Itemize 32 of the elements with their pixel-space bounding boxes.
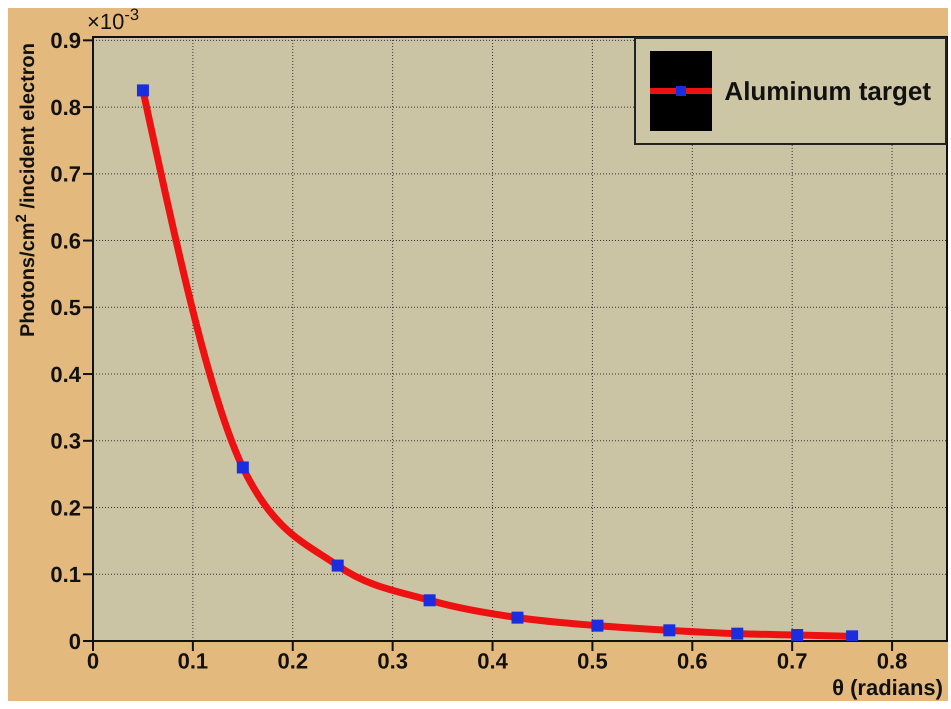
y-tick-label: 0.6 [50, 228, 81, 254]
x-tick-label: 0.3 [377, 648, 408, 674]
x-tick-label: 0.1 [178, 648, 208, 674]
point [591, 620, 604, 632]
y-tick-label: 0.4 [50, 362, 82, 387]
y-tick-label: 0 [68, 628, 81, 654]
x-axis-title: θ (radians) [832, 675, 943, 700]
point [236, 461, 249, 474]
x-tick-label: 0.8 [876, 648, 908, 674]
point [731, 628, 744, 640]
point [663, 624, 676, 636]
x-tick-label: 0.7 [776, 648, 808, 674]
y-tick-label: 0.1 [50, 562, 81, 588]
point [512, 612, 524, 624]
point [791, 628, 804, 641]
x-tick-label: 0.6 [677, 648, 708, 674]
legend-label: Aluminum target [724, 76, 931, 106]
y-tick-label: 0.5 [50, 295, 81, 320]
y-tick-label: 0.9 [50, 28, 81, 54]
y-tick-label: 0.2 [50, 495, 81, 520]
x-tick-label: 0 [86, 648, 100, 674]
text: ×10$^{-3}$ [87, 6, 139, 34]
y-tick-label: 0.7 [50, 162, 81, 187]
y-tick-label: 0.3 [50, 428, 81, 454]
x-tick-label: 0.5 [577, 648, 608, 674]
point [424, 594, 436, 606]
point [136, 84, 149, 96]
x-tick-label: 0.4 [477, 648, 509, 674]
y-tick-label: 0.8 [50, 94, 81, 120]
x-tick-label: 0.2 [277, 648, 308, 674]
point [332, 560, 344, 572]
point [846, 630, 858, 641]
